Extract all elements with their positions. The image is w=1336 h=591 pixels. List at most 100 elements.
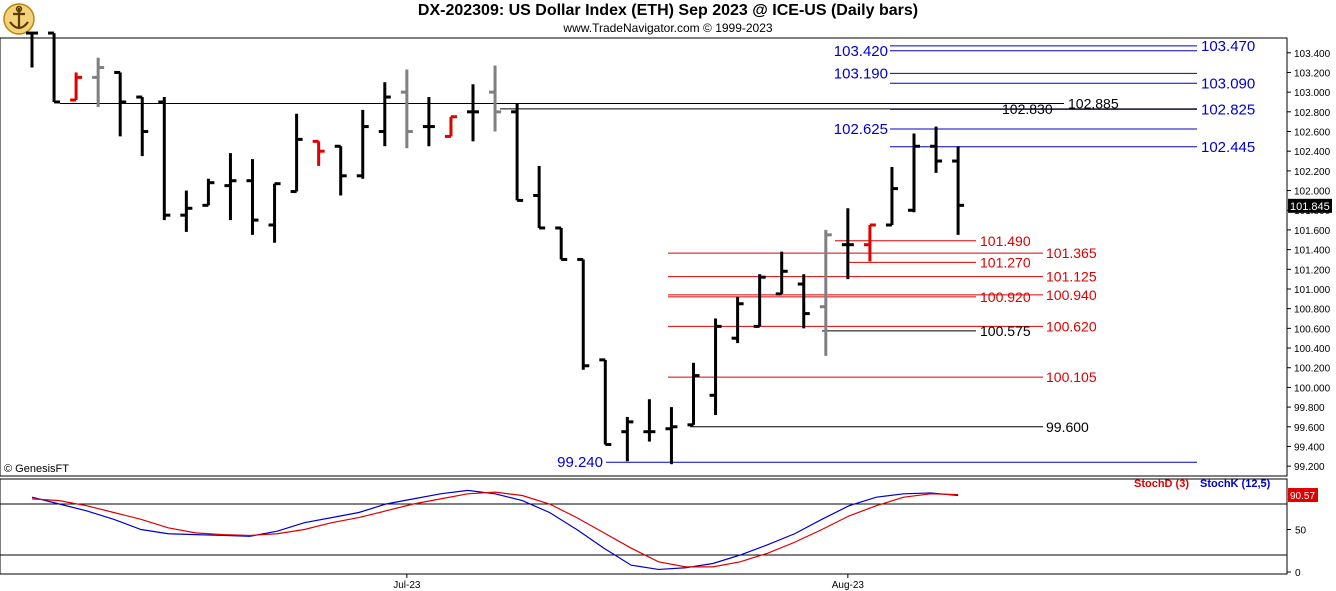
level-label: 102.825 xyxy=(1201,101,1255,118)
y-tick-label: 100.800 xyxy=(1294,305,1331,316)
ohlc-bar xyxy=(709,318,722,415)
stoch-d-line xyxy=(31,491,959,568)
y-tick-label: 103.000 xyxy=(1294,88,1331,99)
ohlc-bar xyxy=(290,113,303,194)
ohlc-bar xyxy=(841,208,854,280)
y-tick-label: 102.800 xyxy=(1294,108,1331,119)
ohlc-bar xyxy=(136,95,149,157)
level-label: 103.420 xyxy=(834,43,888,60)
ohlc-bar xyxy=(687,362,700,427)
stoch-last-box xyxy=(1288,488,1318,503)
ohlc-bar xyxy=(26,31,38,68)
y-tick-label: 102.200 xyxy=(1294,167,1331,178)
y-tick-label: 99.600 xyxy=(1294,423,1325,434)
ohlc-bar xyxy=(312,139,325,166)
level-label: 100.940 xyxy=(1046,287,1097,303)
level-label: 99.240 xyxy=(557,454,603,471)
y-tick-label: 103.200 xyxy=(1294,68,1331,79)
y-tick-label: 99.400 xyxy=(1294,442,1325,453)
ohlc-bar xyxy=(158,97,171,221)
x-tick-label: Jul-23 xyxy=(393,580,421,591)
ohlc-bar xyxy=(202,178,215,207)
ohlc-bar xyxy=(400,69,413,149)
y-tick-label: 101.000 xyxy=(1294,285,1331,296)
y-tick-label: 100.400 xyxy=(1294,344,1331,355)
y-tick-label: 103.400 xyxy=(1294,49,1331,60)
ohlc-bar xyxy=(268,182,281,243)
stoch-last-label: 90.57 xyxy=(1290,491,1315,502)
anchor-logo-icon xyxy=(3,3,35,35)
ohlc-bar xyxy=(643,399,656,442)
ohlc-bar xyxy=(577,257,590,370)
ohlc-bar xyxy=(180,190,193,232)
y-tick-label: 100.600 xyxy=(1294,324,1331,335)
level-label: 100.575 xyxy=(980,323,1031,339)
ohlc-bar xyxy=(356,109,369,179)
level-label: 101.490 xyxy=(980,233,1031,249)
level-label: 101.125 xyxy=(1046,269,1097,285)
y-tick-label: 102.400 xyxy=(1294,147,1331,158)
ohlc-bar xyxy=(930,126,943,173)
stochastic-panel: StochD (3) StochK (12,5) 50 0 90.57 xyxy=(0,478,1318,579)
y-tick-label: 102.600 xyxy=(1294,128,1331,139)
level-label: 101.365 xyxy=(1046,245,1097,261)
chart-frame xyxy=(0,37,1288,575)
stoch-k-legend: StochK (12,5) xyxy=(1200,478,1271,490)
ohlc-bar xyxy=(422,97,435,147)
level-label: 100.920 xyxy=(980,289,1031,305)
ohlc-bar xyxy=(70,72,83,102)
last-price-box xyxy=(1288,198,1332,213)
ohlc-bar xyxy=(467,84,479,142)
ohlc-bar xyxy=(863,223,876,262)
y-tick-label: 101.400 xyxy=(1294,246,1331,257)
ohlc-bar xyxy=(665,407,678,465)
price-axis: 103.400 103.200 103.000 102.800 102.600 102.4… xyxy=(1287,49,1332,473)
x-tick-label: Aug-23 xyxy=(832,580,865,591)
y-tick-label: 102.000 xyxy=(1294,187,1331,198)
ohlc-bar xyxy=(533,165,546,230)
y-tick-label: 101.200 xyxy=(1294,265,1331,276)
date-axis: Jul-23 Aug-23 xyxy=(393,574,864,591)
level-label: 103.190 xyxy=(834,65,888,82)
level-label: 103.470 xyxy=(1201,38,1255,55)
stoch-tick-label: 0 xyxy=(1295,568,1301,579)
ohlc-bar xyxy=(246,159,259,235)
level-label: 102.445 xyxy=(1201,139,1255,156)
y-tick-label: 100.000 xyxy=(1294,383,1331,394)
ohlc-bar xyxy=(775,251,788,296)
price-panel-border xyxy=(0,37,1288,477)
y-tick-label: 100.200 xyxy=(1294,364,1331,375)
copyright-label: © GenesisFT xyxy=(4,463,69,475)
level-label: 102.885 xyxy=(1068,95,1119,111)
ohlc-bar xyxy=(511,103,524,202)
ohlc-bar xyxy=(378,82,391,147)
level-label: 101.270 xyxy=(980,254,1031,270)
ohlc-bar xyxy=(334,144,347,196)
y-tick-label: 99.200 xyxy=(1294,462,1325,473)
ohlc-bar xyxy=(797,274,810,329)
ohlc-bar xyxy=(819,229,832,356)
level-label: 99.600 xyxy=(1046,419,1089,435)
ohlc-bar xyxy=(444,115,457,138)
ohlc-bar xyxy=(731,296,744,344)
ohlc-bar xyxy=(224,153,237,221)
last-price-label: 101.845 xyxy=(1290,201,1330,213)
ohlc-bar xyxy=(621,416,634,462)
ohlc-bar xyxy=(908,133,920,213)
ohlc-bar xyxy=(952,146,965,235)
level-label: 100.620 xyxy=(1046,318,1097,334)
ohlc-bar xyxy=(92,57,105,107)
ohlc-bar xyxy=(489,65,502,132)
chart-header: DX-202309: US Dollar Index (ETH) Sep 202… xyxy=(0,0,1336,38)
level-label: 103.090 xyxy=(1201,75,1255,92)
ohlc-bar xyxy=(114,70,127,137)
stoch-d-legend: StochD (3) xyxy=(1134,478,1189,490)
ohlc-bar xyxy=(753,274,766,328)
level-label: 102.625 xyxy=(834,121,888,138)
level-label: 100.105 xyxy=(1046,369,1097,385)
y-tick-label: 101.600 xyxy=(1294,226,1331,237)
ohlc-bar xyxy=(48,31,61,104)
stoch-panel-border xyxy=(0,478,1288,575)
ohlc-bar xyxy=(885,166,898,227)
